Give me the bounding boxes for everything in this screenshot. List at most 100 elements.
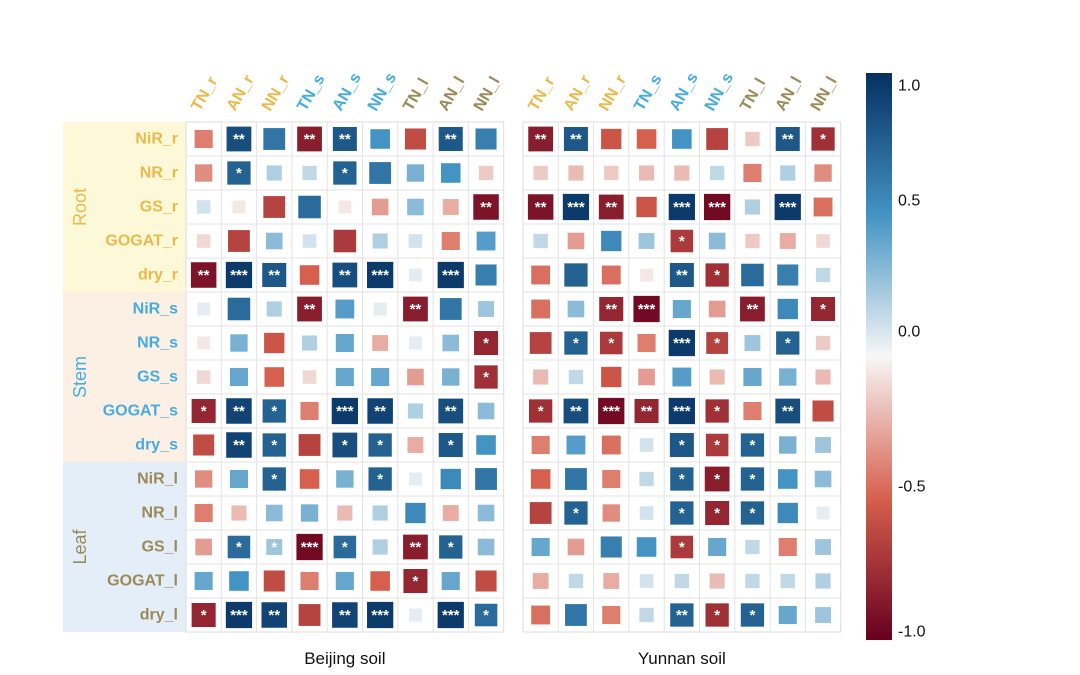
significance-marker: ** <box>641 403 653 420</box>
heatmap-cell <box>262 433 286 457</box>
column-label: TN_s <box>294 72 328 114</box>
column-label: TN_r <box>188 74 221 114</box>
heatmap-cell <box>407 198 424 216</box>
heatmap-cell <box>266 539 283 555</box>
significance-marker: ** <box>782 131 794 148</box>
heatmap-cell <box>196 234 211 248</box>
column-label: TN_r <box>525 74 558 114</box>
significance-marker: * <box>201 607 207 624</box>
panel-title: Yunnan soil <box>638 649 726 668</box>
heatmap-cell <box>232 200 246 214</box>
heatmap-cell <box>669 262 694 288</box>
heatmap-cell <box>567 538 585 556</box>
heatmap-cell <box>815 539 831 555</box>
heatmap-cell <box>302 370 317 384</box>
significance-marker: ** <box>605 301 617 318</box>
heatmap-cell <box>368 433 392 457</box>
heatmap-cell <box>533 233 548 249</box>
heatmap-cell <box>563 126 588 152</box>
heatmap-cell <box>670 603 694 627</box>
heatmap-cell <box>473 194 499 220</box>
heatmap-cell <box>296 533 323 561</box>
heatmap-cell <box>775 398 801 424</box>
heatmap-cell <box>670 467 694 491</box>
heatmap-cell <box>263 128 286 150</box>
significance-marker: * <box>201 403 207 420</box>
heatmap-cell <box>638 233 655 249</box>
heatmap-cell <box>529 332 552 354</box>
heatmap-cell <box>529 399 553 423</box>
row-labels: NiR_r NR_r GS_r GOGAT_r dry_r NiR_s NR_s GS_s GO… <box>103 131 178 624</box>
heatmap-cell <box>403 568 428 594</box>
significance-marker: * <box>342 539 348 556</box>
heatmap-cell <box>228 230 250 252</box>
heatmap-cell <box>531 265 551 285</box>
significance-marker: * <box>271 403 277 420</box>
significance-marker: ** <box>480 199 492 216</box>
significance-marker: * <box>342 437 348 454</box>
band-leaf <box>63 462 186 632</box>
column-label: AN_s <box>667 70 702 114</box>
significance-marker: ** <box>410 301 422 318</box>
heatmap-cell <box>229 571 249 591</box>
heatmap-cell <box>440 468 461 490</box>
significance-marker: * <box>714 267 720 284</box>
heatmap-cell <box>477 402 495 420</box>
significance-marker: ** <box>339 267 351 284</box>
heatmap-cell <box>264 367 285 387</box>
heatmap-cell <box>709 369 725 385</box>
group-label-root: Root <box>70 188 90 226</box>
heatmap-cell <box>477 538 495 556</box>
heatmap-cell <box>674 573 690 589</box>
heatmap-cell <box>231 505 247 521</box>
row-label: NR_r <box>140 165 178 182</box>
significance-marker: *** <box>673 403 691 420</box>
heatmap-cell <box>372 233 388 249</box>
significance-marker: ** <box>304 131 316 148</box>
heatmap-cell <box>776 331 800 355</box>
row-label: NR_s <box>137 335 178 352</box>
heatmap-cell <box>533 369 549 385</box>
colorbar-tick: 0.5 <box>898 193 920 210</box>
significance-marker: ** <box>268 607 280 624</box>
heatmap-cell <box>668 397 695 425</box>
heatmap-cell <box>706 332 729 354</box>
significance-marker: ** <box>233 437 245 454</box>
heatmap-cell <box>265 232 283 250</box>
column-label: TN_l <box>737 75 769 114</box>
heatmap-cell <box>333 535 357 559</box>
heatmap-cell <box>639 438 654 452</box>
heatmap-cell <box>672 367 692 387</box>
heatmap-cell <box>639 471 654 487</box>
significance-marker: * <box>236 539 242 556</box>
heatmap-cell <box>300 401 319 421</box>
heatmap-cell <box>636 196 657 218</box>
significance-marker: * <box>271 539 277 556</box>
heatmap-cell <box>568 573 584 589</box>
band-stem <box>63 292 186 462</box>
heatmap-cell <box>568 165 584 181</box>
heatmap-cell <box>437 261 464 289</box>
heatmap-cell <box>197 302 211 316</box>
heatmap-cell <box>531 299 551 319</box>
heatmap-cell <box>405 502 426 524</box>
heatmap-cell <box>709 165 725 181</box>
significance-marker: ** <box>747 301 759 318</box>
heatmap-cell <box>533 165 548 181</box>
heatmap-cell <box>811 296 836 322</box>
heatmap-cell <box>301 335 318 351</box>
heatmap-cell <box>744 199 761 215</box>
heatmap-cell <box>372 335 389 351</box>
heatmap-cell <box>602 605 621 625</box>
heatmap-cell <box>740 433 765 457</box>
significance-marker: * <box>413 573 419 590</box>
significance-marker: ** <box>410 539 422 556</box>
heatmap-cell <box>740 467 765 491</box>
heatmap-cell <box>777 502 798 524</box>
heatmap-cell <box>407 403 424 419</box>
heatmap-cell <box>527 194 554 220</box>
heatmap-cell <box>670 229 694 253</box>
heatmap-cell <box>815 573 831 589</box>
heatmap-cell <box>745 131 760 147</box>
